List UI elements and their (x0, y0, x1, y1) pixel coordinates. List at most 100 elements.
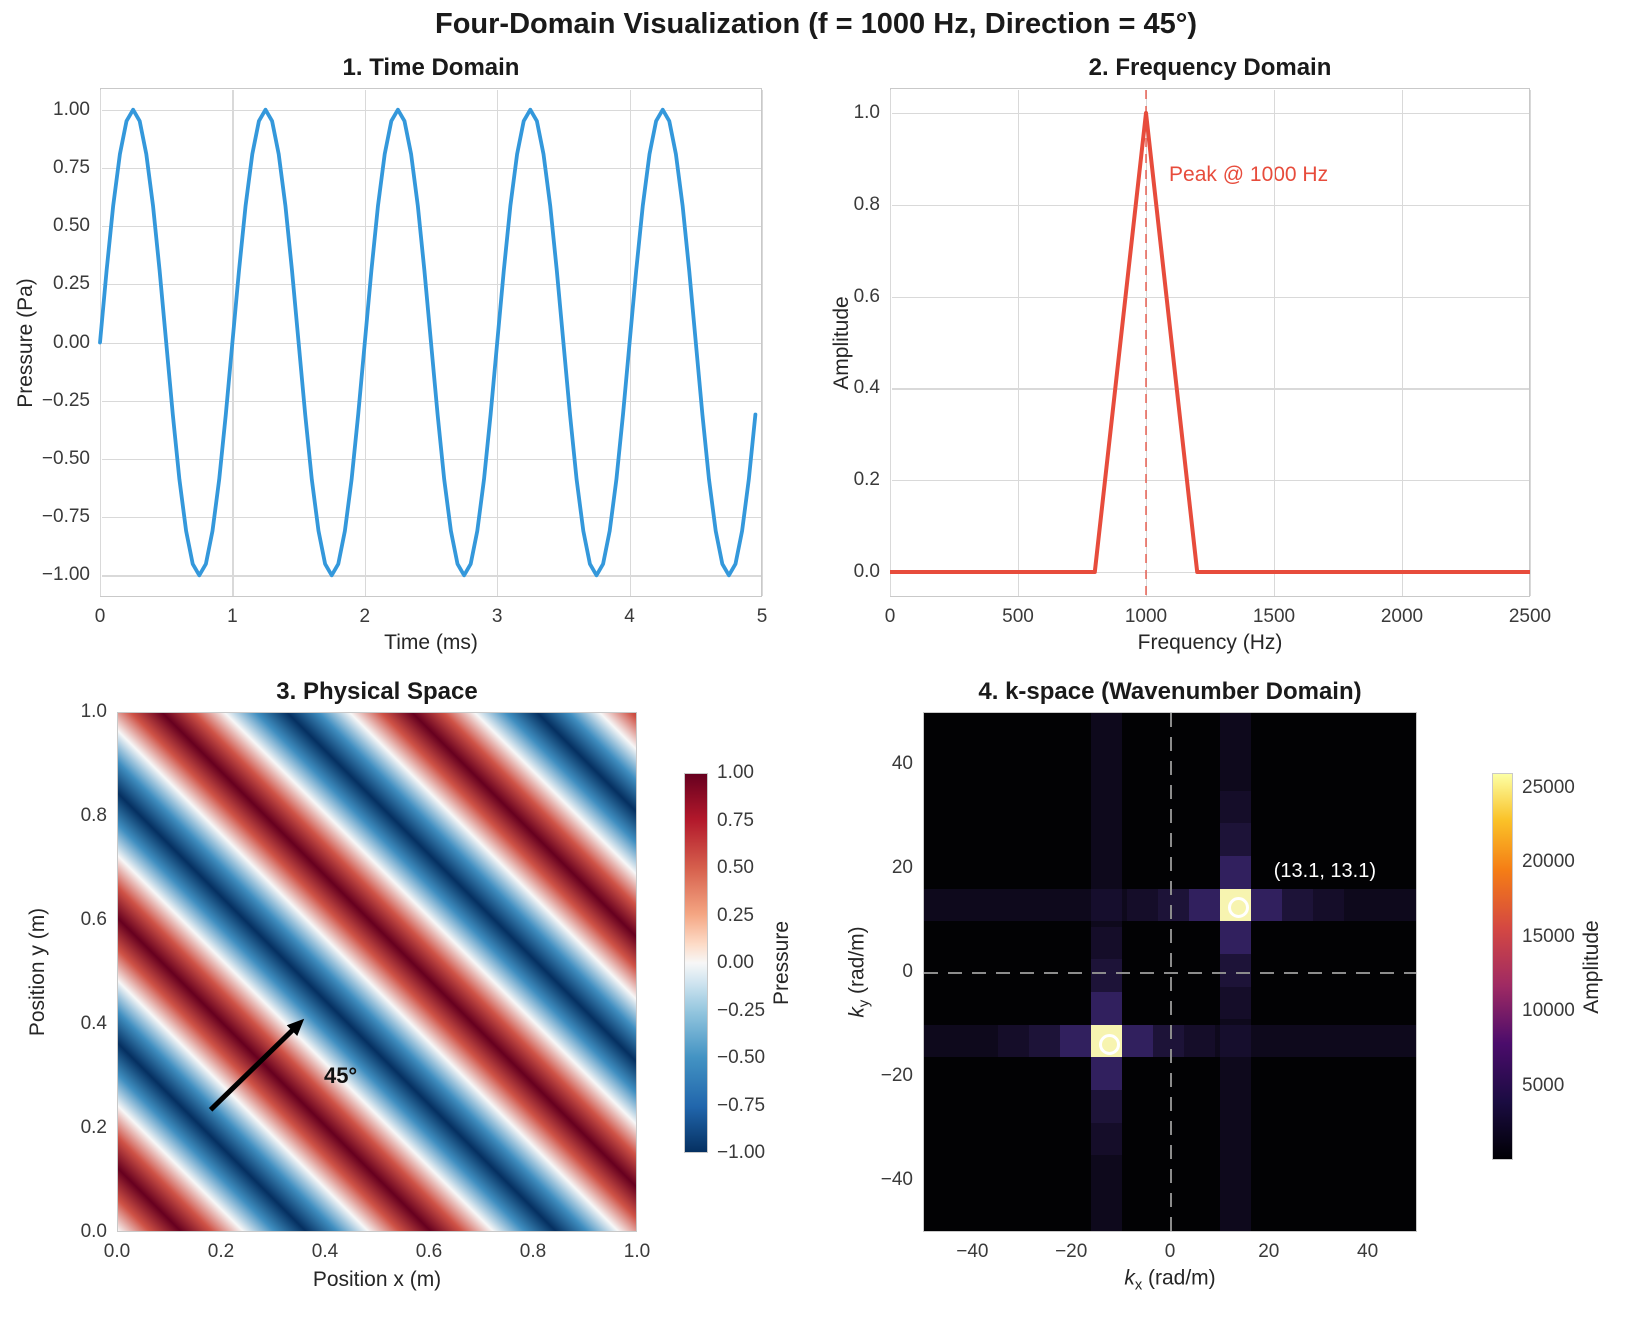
x-tick-label: 20 (1258, 1241, 1280, 1262)
kspace-peak-marker (1228, 897, 1250, 919)
y-tick-label: 0.8 (80, 805, 107, 826)
y-tick-label: 20 (891, 857, 913, 878)
grid-line-horizontal (891, 296, 1529, 298)
pressure-colorbar-tick: 0.00 (717, 952, 754, 973)
panel2-ylabel: Amplitude (830, 295, 853, 390)
pressure-colorbar-tick: 0.25 (717, 904, 754, 926)
pressure-colorbar-tick: 1.00 (717, 762, 754, 783)
x-tick-label: 4 (624, 606, 635, 627)
amplitude-colorbar-label: Amplitude (1580, 919, 1603, 1014)
x-tick-label: 1.0 (623, 1241, 651, 1262)
grid-line-vertical (1274, 89, 1276, 596)
kspace-sidelobe-cell (1090, 959, 1122, 993)
kspace-sidelobe-cell (1220, 855, 1252, 889)
pressure-colorbar-tick: −0.50 (717, 1047, 766, 1068)
peak-annotation: Peak @ 1000 Hz (1169, 163, 1329, 186)
x-tick-label: −20 (1055, 1241, 1088, 1262)
y-tick-label: 0.2 (80, 1117, 107, 1138)
grid-line-horizontal (891, 113, 1529, 115)
panel2-title: 2. Frequency Domain (1088, 54, 1332, 81)
x-tick-label: 1500 (1252, 606, 1296, 627)
x-tick-label: 2000 (1380, 606, 1424, 627)
kspace-sidelobe-cell (1251, 888, 1283, 922)
x-tick-label: 3 (491, 606, 503, 627)
grid-line-vertical (1530, 89, 1532, 596)
y-tick-label: 1.0 (80, 701, 107, 722)
grid-line-horizontal (101, 400, 761, 402)
y-tick-label: −1.00 (41, 564, 90, 586)
time-domain-sine-curve (98, 107, 758, 578)
y-tick-label: 0.50 (53, 215, 90, 237)
kspace-sidelobe-cell (1028, 1024, 1060, 1058)
grid-line-vertical (1018, 89, 1020, 596)
pressure-colorbar-label: Pressure (770, 920, 793, 1006)
panel2-axes (890, 88, 1530, 597)
panel3-heatmap (117, 712, 637, 1232)
grid-line-vertical (762, 89, 764, 596)
x-tick-label: 1000 (1124, 606, 1168, 627)
x-tick-label: −40 (956, 1241, 989, 1262)
pressure-colorbar-tick: 0.50 (717, 857, 754, 878)
kspace-sidelobe-cell (1090, 992, 1122, 1025)
kx-variable: k (1124, 1266, 1135, 1290)
x-tick-label: 0.8 (519, 1241, 547, 1262)
kspace-sidelobe-cell (1090, 1057, 1122, 1091)
kx-subscript: x (1134, 1277, 1143, 1294)
amplitude-colorbar-tick: 25000 (1522, 776, 1575, 798)
grid-line-horizontal (891, 204, 1529, 206)
y-tick-label: 0.4 (80, 1013, 107, 1034)
grid-line-horizontal (101, 167, 761, 170)
y-tick-label: −20 (880, 1065, 913, 1086)
y-tick-label: 0.4 (853, 377, 880, 399)
y-tick-label: 0.00 (53, 331, 90, 353)
y-tick-label: 0.6 (80, 909, 107, 930)
grid-line-horizontal (101, 109, 761, 111)
grid-line-horizontal (101, 517, 761, 519)
amplitude-colorbar-tick: 5000 (1522, 1074, 1565, 1096)
y-tick-label: 0.2 (853, 469, 880, 491)
grid-line-horizontal (101, 575, 761, 577)
pressure-colorbar-tick: −0.25 (717, 999, 766, 1021)
panel1-xlabel: Time (ms) (384, 631, 478, 654)
x-tick-label: 2 (359, 606, 371, 627)
grid-line-horizontal (891, 388, 1529, 390)
frequency-spectrum-curve (890, 111, 1530, 574)
kspace-sidelobe-cell (1127, 888, 1159, 922)
figure-title: Four-Domain Visualization (f = 1000 Hz, … (434, 8, 1197, 40)
kspace-sidelobe-cell (1121, 1024, 1153, 1058)
kspace-sidelobe-cell (1183, 1024, 1215, 1058)
kspace-sidelobe-cell (1220, 986, 1252, 1020)
kspace-sidelobe-cell (1189, 888, 1221, 922)
x-tick-label: 1 (227, 606, 238, 627)
kspace-sidelobe-cell (1152, 1024, 1184, 1058)
panel4-xlabel: kx (rad/m) (1124, 1266, 1215, 1293)
panel2-xlabel: Frequency (Hz) (1137, 631, 1283, 654)
kspace-crosshair-horizontal (924, 971, 1416, 975)
kx-unit: (rad/m) (1142, 1266, 1216, 1290)
grid-line-horizontal (101, 458, 761, 461)
y-tick-label: 1.0 (853, 102, 880, 123)
y-tick-label: 0.6 (853, 285, 880, 307)
pressure-colorbar-tick: 0.75 (717, 809, 754, 831)
amplitude-colorbar (1492, 773, 1513, 1160)
kspace-sidelobe-cell (1090, 926, 1122, 960)
kspace-peak-marker (1098, 1033, 1120, 1055)
y-tick-label: 0.8 (853, 193, 880, 215)
y-tick-label: 0.0 (80, 1221, 107, 1242)
grid-line-horizontal (101, 284, 761, 286)
y-tick-label: 0.0 (853, 560, 880, 582)
kspace-sidelobe-cell (997, 1024, 1029, 1058)
x-tick-label: 0.4 (311, 1241, 339, 1262)
x-tick-label: 5 (756, 606, 768, 627)
y-tick-label: −40 (880, 1169, 913, 1190)
panel4-kspace-heatmap (923, 712, 1417, 1232)
direction-arrow (208, 1018, 305, 1112)
peak-frequency-dashed-line (1144, 89, 1148, 596)
y-tick-label: −0.50 (41, 447, 90, 469)
x-tick-label: 500 (1002, 606, 1034, 627)
amplitude-colorbar-tick: 20000 (1522, 851, 1575, 873)
kspace-peak-annotation: (13.1, 13.1) (1273, 859, 1377, 882)
x-tick-label: 40 (1357, 1241, 1379, 1262)
kspace-sidelobe-cell (1220, 953, 1252, 987)
y-tick-label: −0.75 (41, 506, 90, 528)
